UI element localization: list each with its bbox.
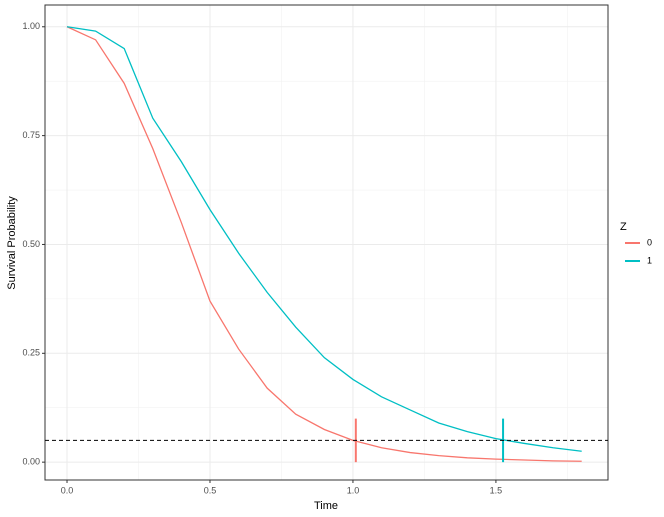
x-tick-label: 1.5 [490, 485, 503, 495]
y-tick-label: 1.00 [22, 21, 40, 31]
survival-line [66, 26, 582, 452]
survival-line [66, 26, 582, 462]
x-axis-title: Time [314, 500, 338, 512]
x-tick-label: 0.0 [61, 485, 74, 495]
y-axis-title: Survival Probability [6, 196, 18, 290]
legend-label: 1 [647, 255, 652, 265]
y-tick-label: 0.50 [22, 239, 40, 249]
y-tick-label: 0.75 [22, 130, 40, 140]
legend-title: Z [620, 221, 627, 233]
panel-border [44, 4, 609, 481]
y-tick-label: 0.25 [22, 348, 40, 358]
x-tick-label: 1.0 [347, 485, 360, 495]
y-tick-label: 0.00 [22, 457, 40, 467]
legend-label: 0 [647, 237, 652, 247]
x-tick-label: 0.5 [204, 485, 217, 495]
